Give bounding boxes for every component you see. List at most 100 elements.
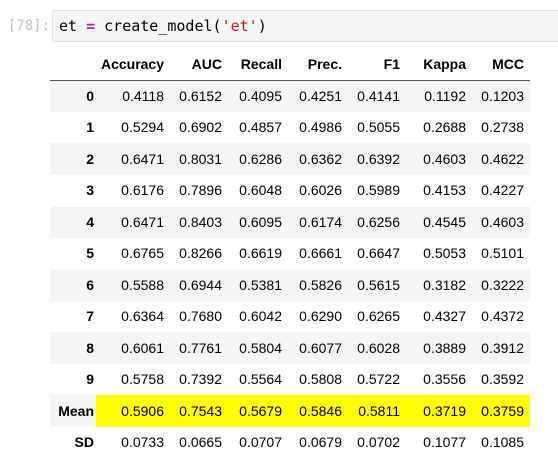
row-index: SD	[50, 426, 96, 458]
cell-mcc: 0.5101	[472, 237, 530, 269]
cell-mcc: 0.2738	[472, 111, 530, 143]
cell-kappa: 0.3182	[406, 269, 472, 301]
cell-accuracy: 0.6765	[96, 237, 170, 269]
row-index: 5	[50, 237, 96, 269]
cell-f1: 0.5811	[348, 395, 406, 427]
cell-accuracy: 0.5588	[96, 269, 170, 301]
table-row: 5 0.6765 0.8266 0.6619 0.6661 0.6647 0.5053 0.5…	[50, 237, 530, 269]
cell-mcc: 0.3222	[472, 269, 530, 301]
table-row: 0 0.4118 0.6152 0.4095 0.4251 0.4141 0.1192 0.1…	[50, 80, 530, 112]
cell-f1: 0.4141	[348, 80, 406, 112]
cell-accuracy: 0.5294	[96, 111, 170, 143]
code-operator: =	[86, 17, 96, 35]
cell-recall: 0.6095	[228, 206, 288, 238]
cell-kappa: 0.4603	[406, 143, 472, 175]
cell-auc: 0.7543	[170, 395, 228, 427]
code-editor[interactable]: et = create_model('et')	[52, 10, 558, 42]
row-index: 1	[50, 111, 96, 143]
cell-f1: 0.6028	[348, 332, 406, 364]
table-row: 6 0.5588 0.6944 0.5381 0.5826 0.5615 0.3182 0.3…	[50, 269, 530, 301]
cell-auc: 0.7896	[170, 174, 228, 206]
cell-auc: 0.0665	[170, 426, 228, 458]
row-index: Mean	[50, 395, 96, 427]
table-body: 0 0.4118 0.6152 0.4095 0.4251 0.4141 0.1192 0.1…	[50, 80, 530, 458]
cell-kappa: 0.4327	[406, 300, 472, 332]
cell-f1: 0.5989	[348, 174, 406, 206]
cell-f1: 0.6647	[348, 237, 406, 269]
cell-kappa: 0.3719	[406, 395, 472, 427]
notebook-input-cell: [78]: et = create_model('et')	[0, 0, 558, 44]
header-accuracy: Accuracy	[96, 49, 170, 81]
table-header-row: Accuracy AUC Recall Prec. F1 Kappa MCC	[50, 49, 530, 81]
cell-accuracy: 0.6176	[96, 174, 170, 206]
table-row: 4 0.6471 0.8403 0.6095 0.6174 0.6256 0.4545 0.4…	[50, 206, 530, 238]
row-index: 2	[50, 143, 96, 175]
cell-auc: 0.8403	[170, 206, 228, 238]
cell-kappa: 0.1192	[406, 80, 472, 112]
cell-precision: 0.6362	[288, 143, 348, 175]
cell-precision: 0.0679	[288, 426, 348, 458]
header-precision: Prec.	[288, 49, 348, 81]
cell-mcc: 0.3759	[472, 395, 530, 427]
cell-auc: 0.6944	[170, 269, 228, 301]
cell-precision: 0.4251	[288, 80, 348, 112]
header-auc: AUC	[170, 49, 228, 81]
header-recall: Recall	[228, 49, 288, 81]
cell-auc: 0.6152	[170, 80, 228, 112]
row-index: 9	[50, 363, 96, 395]
cell-precision: 0.4986	[288, 111, 348, 143]
cell-auc: 0.7680	[170, 300, 228, 332]
cell-precision: 0.6290	[288, 300, 348, 332]
cell-recall: 0.5564	[228, 363, 288, 395]
cell-recall: 0.6286	[228, 143, 288, 175]
cell-f1: 0.6265	[348, 300, 406, 332]
cell-recall: 0.4857	[228, 111, 288, 143]
cell-accuracy: 0.0733	[96, 426, 170, 458]
code-line: et = create_model('et')	[59, 16, 267, 36]
row-index: 0	[50, 80, 96, 112]
cell-precision: 0.5826	[288, 269, 348, 301]
header-f1: F1	[348, 49, 406, 81]
cell-f1: 0.5615	[348, 269, 406, 301]
cell-auc: 0.7392	[170, 363, 228, 395]
cell-recall: 0.6619	[228, 237, 288, 269]
row-index: 6	[50, 269, 96, 301]
cell-recall: 0.5679	[228, 395, 288, 427]
cell-mcc: 0.1203	[472, 80, 530, 112]
cell-kappa: 0.3556	[406, 363, 472, 395]
header-index	[50, 49, 96, 81]
code-variable: et	[59, 17, 78, 35]
cell-precision: 0.6026	[288, 174, 348, 206]
header-mcc: MCC	[472, 49, 530, 81]
cell-accuracy: 0.6061	[96, 332, 170, 364]
cell-mcc: 0.1085	[472, 426, 530, 458]
table-row: 2 0.6471 0.8031 0.6286 0.6362 0.6392 0.4603 0.4…	[50, 143, 530, 175]
table-row: 1 0.5294 0.6902 0.4857 0.4986 0.5055 0.2688 0.2…	[50, 111, 530, 143]
cell-recall: 0.6048	[228, 174, 288, 206]
table-row: SD 0.0733 0.0665 0.0707 0.0679 0.0702 0.1077 0.…	[50, 426, 530, 458]
cell-kappa: 0.2688	[406, 111, 472, 143]
cell-recall: 0.6042	[228, 300, 288, 332]
cell-kappa: 0.5053	[406, 237, 472, 269]
table-row: 7 0.6364 0.7680 0.6042 0.6290 0.6265 0.4327 0.4…	[50, 300, 530, 332]
cell-f1: 0.0702	[348, 426, 406, 458]
cell-accuracy: 0.6471	[96, 143, 170, 175]
cell-recall: 0.5381	[228, 269, 288, 301]
cell-accuracy: 0.6471	[96, 206, 170, 238]
cell-precision: 0.6174	[288, 206, 348, 238]
cell-accuracy: 0.6364	[96, 300, 170, 332]
cell-f1: 0.6256	[348, 206, 406, 238]
header-kappa: Kappa	[406, 49, 472, 81]
cell-auc: 0.8266	[170, 237, 228, 269]
cell-mcc: 0.4227	[472, 174, 530, 206]
cell-precision: 0.6661	[288, 237, 348, 269]
cell-kappa: 0.4153	[406, 174, 472, 206]
metrics-table: Accuracy AUC Recall Prec. F1 Kappa MCC 0…	[50, 49, 530, 458]
cell-recall: 0.4095	[228, 80, 288, 112]
row-index: 4	[50, 206, 96, 238]
table-row: 8 0.6061 0.7761 0.5804 0.6077 0.6028 0.3889 0.3…	[50, 332, 530, 364]
cell-precision: 0.5846	[288, 395, 348, 427]
cell-kappa: 0.1077	[406, 426, 472, 458]
cell-kappa: 0.4545	[406, 206, 472, 238]
cell-auc: 0.6902	[170, 111, 228, 143]
